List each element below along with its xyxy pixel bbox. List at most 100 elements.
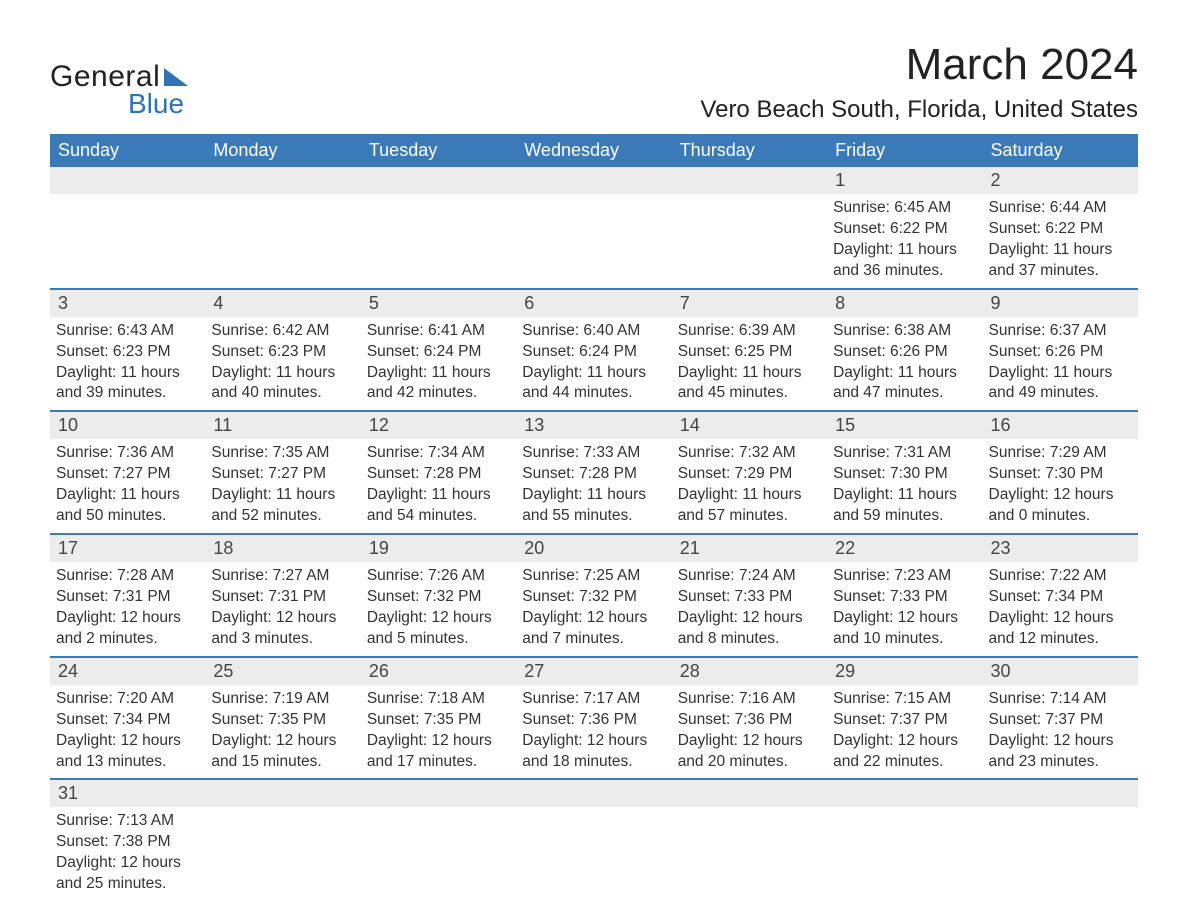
calendar-cell [516,167,671,289]
sunset: Sunset: 7:30 PM [989,464,1132,485]
daylight-line2: and 49 minutes. [989,383,1132,404]
daylight-line1: Daylight: 11 hours [833,363,976,384]
calendar-cell: 7Sunrise: 6:39 AMSunset: 6:25 PMDaylight… [672,289,827,412]
sunrise: Sunrise: 7:22 AM [989,566,1132,587]
day-number: 17 [50,535,205,562]
sunrise: Sunrise: 7:26 AM [367,566,510,587]
day-data: Sunrise: 6:37 AMSunset: 6:26 PMDaylight:… [983,317,1138,411]
day-data: Sunrise: 6:41 AMSunset: 6:24 PMDaylight:… [361,317,516,411]
day-data: Sunrise: 6:40 AMSunset: 6:24 PMDaylight:… [516,317,671,411]
day-number: 14 [672,412,827,439]
day-number: 28 [672,658,827,685]
calendar-cell: 1Sunrise: 6:45 AMSunset: 6:22 PMDaylight… [827,167,982,289]
calendar-cell: 19Sunrise: 7:26 AMSunset: 7:32 PMDayligh… [361,534,516,657]
day-data: Sunrise: 6:38 AMSunset: 6:26 PMDaylight:… [827,317,982,411]
sunset: Sunset: 7:36 PM [522,710,665,731]
sunset: Sunset: 7:29 PM [678,464,821,485]
day-number [205,780,360,807]
day-data: Sunrise: 7:13 AMSunset: 7:38 PMDaylight:… [50,807,205,901]
day-data: Sunrise: 7:28 AMSunset: 7:31 PMDaylight:… [50,562,205,656]
calendar-cell: 18Sunrise: 7:27 AMSunset: 7:31 PMDayligh… [205,534,360,657]
daylight-line2: and 47 minutes. [833,383,976,404]
calendar-week: 10Sunrise: 7:36 AMSunset: 7:27 PMDayligh… [50,411,1138,534]
daylight-line1: Daylight: 11 hours [833,485,976,506]
daylight-line2: and 2 minutes. [56,629,199,650]
day-number [361,167,516,194]
daylight-line1: Daylight: 12 hours [56,608,199,629]
daylight-line1: Daylight: 12 hours [56,731,199,752]
sunrise: Sunrise: 7:14 AM [989,689,1132,710]
sunrise: Sunrise: 7:33 AM [522,443,665,464]
daylight-line1: Daylight: 11 hours [56,485,199,506]
day-number: 19 [361,535,516,562]
day-number: 6 [516,290,671,317]
day-number: 21 [672,535,827,562]
sunset: Sunset: 6:23 PM [211,342,354,363]
day-number: 1 [827,167,982,194]
daylight-line2: and 8 minutes. [678,629,821,650]
sunrise: Sunrise: 7:16 AM [678,689,821,710]
calendar-week: 17Sunrise: 7:28 AMSunset: 7:31 PMDayligh… [50,534,1138,657]
day-number: 26 [361,658,516,685]
weekday-header: Tuesday [361,134,516,167]
calendar-cell: 22Sunrise: 7:23 AMSunset: 7:33 PMDayligh… [827,534,982,657]
sunrise: Sunrise: 7:36 AM [56,443,199,464]
day-number: 5 [361,290,516,317]
sunset: Sunset: 7:32 PM [367,587,510,608]
daylight-line2: and 5 minutes. [367,629,510,650]
calendar-cell: 17Sunrise: 7:28 AMSunset: 7:31 PMDayligh… [50,534,205,657]
daylight-line2: and 54 minutes. [367,506,510,527]
sunrise: Sunrise: 7:32 AM [678,443,821,464]
calendar-cell: 28Sunrise: 7:16 AMSunset: 7:36 PMDayligh… [672,657,827,780]
sunrise: Sunrise: 6:44 AM [989,198,1132,219]
calendar-cell: 6Sunrise: 6:40 AMSunset: 6:24 PMDaylight… [516,289,671,412]
sunrise: Sunrise: 7:28 AM [56,566,199,587]
calendar-cell: 12Sunrise: 7:34 AMSunset: 7:28 PMDayligh… [361,411,516,534]
weekday-header: Friday [827,134,982,167]
daylight-line1: Daylight: 12 hours [989,731,1132,752]
sunset: Sunset: 7:34 PM [989,587,1132,608]
day-data: Sunrise: 7:15 AMSunset: 7:37 PMDaylight:… [827,685,982,779]
daylight-line2: and 39 minutes. [56,383,199,404]
day-number [516,780,671,807]
daylight-line2: and 42 minutes. [367,383,510,404]
sunset: Sunset: 7:28 PM [522,464,665,485]
sunset: Sunset: 7:31 PM [56,587,199,608]
calendar-cell: 26Sunrise: 7:18 AMSunset: 7:35 PMDayligh… [361,657,516,780]
daylight-line1: Daylight: 12 hours [522,608,665,629]
sunrise: Sunrise: 7:17 AM [522,689,665,710]
location: Vero Beach South, Florida, United States [700,96,1138,124]
day-number [516,167,671,194]
day-number [672,780,827,807]
calendar-week: 24Sunrise: 7:20 AMSunset: 7:34 PMDayligh… [50,657,1138,780]
day-number [983,780,1138,807]
calendar-cell [361,779,516,901]
day-number: 27 [516,658,671,685]
weekday-header: Sunday [50,134,205,167]
day-number: 22 [827,535,982,562]
daylight-line1: Daylight: 11 hours [522,363,665,384]
day-number: 16 [983,412,1138,439]
sunset: Sunset: 7:27 PM [56,464,199,485]
daylight-line2: and 13 minutes. [56,752,199,773]
daylight-line2: and 55 minutes. [522,506,665,527]
sunrise: Sunrise: 6:39 AM [678,321,821,342]
calendar-cell: 8Sunrise: 6:38 AMSunset: 6:26 PMDaylight… [827,289,982,412]
daylight-line2: and 50 minutes. [56,506,199,527]
day-data: Sunrise: 7:23 AMSunset: 7:33 PMDaylight:… [827,562,982,656]
daylight-line1: Daylight: 12 hours [522,731,665,752]
daylight-line1: Daylight: 11 hours [678,485,821,506]
calendar-week: 31Sunrise: 7:13 AMSunset: 7:38 PMDayligh… [50,779,1138,901]
day-data: Sunrise: 7:20 AMSunset: 7:34 PMDaylight:… [50,685,205,779]
day-data: Sunrise: 7:14 AMSunset: 7:37 PMDaylight:… [983,685,1138,779]
daylight-line1: Daylight: 12 hours [833,608,976,629]
calendar-cell: 11Sunrise: 7:35 AMSunset: 7:27 PMDayligh… [205,411,360,534]
sunrise: Sunrise: 7:19 AM [211,689,354,710]
daylight-line2: and 3 minutes. [211,629,354,650]
sunrise: Sunrise: 7:13 AM [56,811,199,832]
calendar-cell: 20Sunrise: 7:25 AMSunset: 7:32 PMDayligh… [516,534,671,657]
daylight-line1: Daylight: 12 hours [211,731,354,752]
calendar-cell: 13Sunrise: 7:33 AMSunset: 7:28 PMDayligh… [516,411,671,534]
sunset: Sunset: 7:30 PM [833,464,976,485]
calendar-cell: 27 Sunrise: 7:17 AMSunset: 7:36 PMDayligh… [516,657,671,780]
